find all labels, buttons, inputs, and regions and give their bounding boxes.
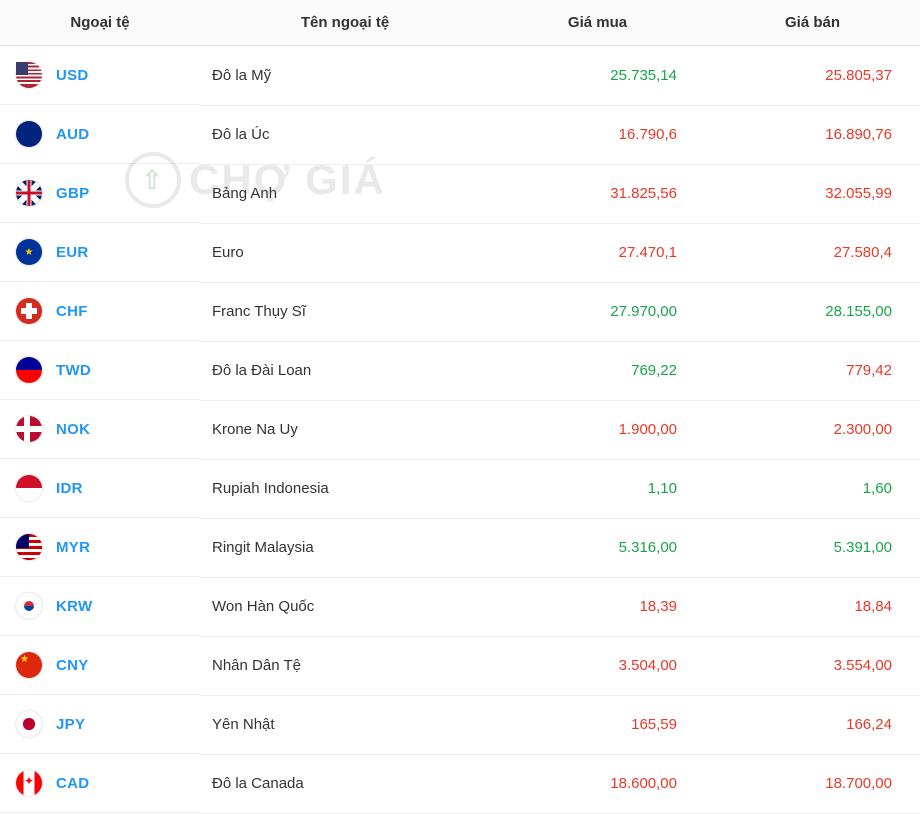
currency-cell: JPY: [0, 695, 200, 754]
table-row: NOK Krone Na Uy1.900,002.300,00: [0, 400, 920, 459]
currency-name: Franc Thụy Sĩ: [200, 282, 490, 341]
col-header-buy: Giá mua: [490, 0, 705, 46]
buy-price: 1,10: [490, 459, 705, 518]
sell-price: 28.155,00: [705, 282, 920, 341]
sell-price: 3.554,00: [705, 636, 920, 695]
currency-name: Krone Na Uy: [200, 400, 490, 459]
table-header-row: Ngoại tệ Tên ngoại tệ Giá mua Giá bán: [0, 0, 920, 46]
currency-name: Yên Nhật: [200, 695, 490, 754]
sell-price: 18,84: [705, 577, 920, 636]
myr-flag-icon: [16, 534, 42, 560]
buy-price: 31.825,56: [490, 164, 705, 223]
currency-code-link[interactable]: JPY: [56, 716, 85, 733]
currency-name: Đô la Canada: [200, 754, 490, 813]
currency-code-link[interactable]: CHF: [56, 303, 88, 320]
buy-price: 5.316,00: [490, 518, 705, 577]
usd-flag-icon: [16, 62, 42, 88]
col-header-sell: Giá bán: [705, 0, 920, 46]
buy-price: 769,22: [490, 341, 705, 400]
sell-price: 166,24: [705, 695, 920, 754]
col-header-name: Tên ngoại tệ: [200, 0, 490, 46]
currency-name: Đô la Mỹ: [200, 46, 490, 106]
currency-name: Euro: [200, 223, 490, 282]
currency-code-link[interactable]: CNY: [56, 657, 89, 674]
buy-price: 3.504,00: [490, 636, 705, 695]
table-row: AUD Đô la Úc16.790,616.890,76: [0, 105, 920, 164]
table-row: IDR Rupiah Indonesia1,101,60: [0, 459, 920, 518]
currency-code-link[interactable]: GBP: [56, 185, 89, 202]
cad-flag-icon: [16, 770, 42, 796]
currency-cell: NOK: [0, 400, 200, 459]
sell-price: 779,42: [705, 341, 920, 400]
currency-cell: CHF: [0, 282, 200, 341]
table-row: CAD Đô la Canada18.600,0018.700,00: [0, 754, 920, 813]
sell-price: 1,60: [705, 459, 920, 518]
eur-flag-icon: [16, 239, 42, 265]
twd-flag-icon: [16, 357, 42, 383]
table-row: MYR Ringit Malaysia5.316,005.391,00: [0, 518, 920, 577]
sell-price: 25.805,37: [705, 46, 920, 106]
currency-code-link[interactable]: NOK: [56, 421, 90, 438]
gbp-flag-icon: [16, 180, 42, 206]
buy-price: 18,39: [490, 577, 705, 636]
buy-price: 27.470,1: [490, 223, 705, 282]
table-row: GBP Bảng Anh31.825,5632.055,99: [0, 164, 920, 223]
currency-name: Rupiah Indonesia: [200, 459, 490, 518]
sell-price: 27.580,4: [705, 223, 920, 282]
table-row: KRW Won Hàn Quốc18,3918,84: [0, 577, 920, 636]
currency-code-link[interactable]: KRW: [56, 598, 92, 615]
aud-flag-icon: [16, 121, 42, 147]
currency-name: Won Hàn Quốc: [200, 577, 490, 636]
sell-price: 2.300,00: [705, 400, 920, 459]
currency-code-link[interactable]: MYR: [56, 539, 90, 556]
sell-price: 18.700,00: [705, 754, 920, 813]
currency-cell: EUR: [0, 223, 200, 282]
buy-price: 16.790,6: [490, 105, 705, 164]
idr-flag-icon: [16, 475, 42, 501]
currency-name: Ringit Malaysia: [200, 518, 490, 577]
buy-price: 25.735,14: [490, 46, 705, 106]
cny-flag-icon: [16, 652, 42, 678]
jpy-flag-icon: [16, 711, 42, 737]
buy-price: 18.600,00: [490, 754, 705, 813]
currency-code-link[interactable]: CAD: [56, 775, 89, 792]
currency-cell: AUD: [0, 105, 200, 164]
currency-code-link[interactable]: USD: [56, 67, 89, 84]
buy-price: 27.970,00: [490, 282, 705, 341]
currency-name: Bảng Anh: [200, 164, 490, 223]
table-row: JPY Yên Nhật165,59166,24: [0, 695, 920, 754]
nok-flag-icon: [16, 416, 42, 442]
table-row: CNY Nhân Dân Tệ3.504,003.554,00: [0, 636, 920, 695]
currency-cell: GBP: [0, 164, 200, 223]
currency-code-link[interactable]: AUD: [56, 126, 89, 143]
currency-cell: KRW: [0, 577, 200, 636]
krw-flag-icon: [16, 593, 42, 619]
currency-cell: IDR: [0, 459, 200, 518]
sell-price: 32.055,99: [705, 164, 920, 223]
sell-price: 5.391,00: [705, 518, 920, 577]
currency-cell: MYR: [0, 518, 200, 577]
currency-code-link[interactable]: EUR: [56, 244, 89, 261]
currency-cell: USD: [0, 46, 200, 105]
currency-cell: TWD: [0, 341, 200, 400]
table-row: CHF Franc Thụy Sĩ27.970,0028.155,00: [0, 282, 920, 341]
currency-name: Đô la Đài Loan: [200, 341, 490, 400]
buy-price: 165,59: [490, 695, 705, 754]
buy-price: 1.900,00: [490, 400, 705, 459]
currency-cell: CAD: [0, 754, 200, 813]
currency-code-link[interactable]: IDR: [56, 480, 83, 497]
table-row: TWD Đô la Đài Loan769,22779,42: [0, 341, 920, 400]
col-header-code: Ngoại tệ: [0, 0, 200, 46]
table-row: EUR Euro27.470,127.580,4: [0, 223, 920, 282]
currency-cell: CNY: [0, 636, 200, 695]
sell-price: 16.890,76: [705, 105, 920, 164]
exchange-rate-table: Ngoại tệ Tên ngoại tệ Giá mua Giá bán US…: [0, 0, 920, 814]
currency-code-link[interactable]: TWD: [56, 362, 91, 379]
currency-name: Đô la Úc: [200, 105, 490, 164]
chf-flag-icon: [16, 298, 42, 324]
currency-name: Nhân Dân Tệ: [200, 636, 490, 695]
table-row: USD Đô la Mỹ25.735,1425.805,37: [0, 46, 920, 106]
